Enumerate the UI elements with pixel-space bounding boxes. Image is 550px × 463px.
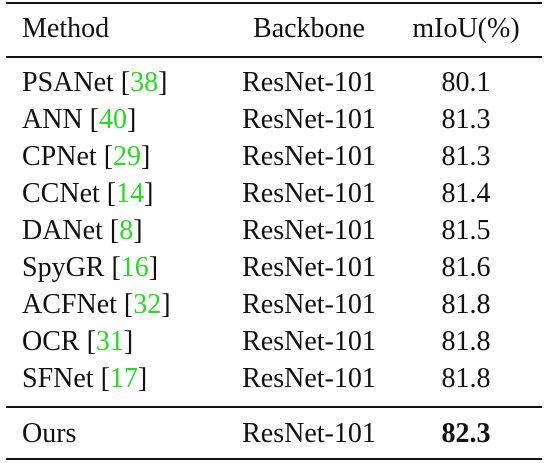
backbone-cell: ResNet-101 [242, 252, 376, 283]
header-miou: mIoU(%) [412, 13, 520, 44]
table-row: ANN [40] ResNet-101 81.3 [6, 102, 542, 138]
backbone-cell: ResNet-101 [242, 67, 376, 98]
miou-cell: 81.3 [441, 141, 491, 172]
table-row: OCR [31] ResNet-101 81.8 [6, 324, 542, 360]
miou-cell: 81.8 [441, 363, 491, 394]
miou-cell: 80.1 [441, 67, 491, 98]
citation-link[interactable]: 38 [130, 67, 159, 98]
citation-link[interactable]: 8 [119, 215, 134, 246]
ours-row: Ours ResNet-101 82.3 [6, 416, 542, 452]
table-bottom-rule [6, 458, 542, 460]
miou-cell: 81.5 [441, 215, 491, 246]
table-row: CPNet [29] ResNet-101 81.3 [6, 139, 542, 175]
table-row: SFNet [17] ResNet-101 81.8 [6, 361, 542, 397]
citation-link[interactable]: 16 [120, 252, 149, 283]
table-header-row: Method Backbone mIoU(%) [6, 11, 542, 47]
table-row: PSANet [38] ResNet-101 80.1 [6, 65, 542, 101]
method-name: OCR [22, 326, 80, 357]
citation-link[interactable]: 29 [113, 141, 142, 172]
ours-separator-rule [6, 406, 542, 408]
header-method: Method [22, 13, 110, 44]
method-name: CCNet [22, 178, 100, 209]
citation-link[interactable]: 31 [95, 326, 124, 357]
backbone-cell: ResNet-101 [242, 141, 376, 172]
method-name: SFNet [22, 363, 94, 394]
citation-link[interactable]: 32 [133, 289, 162, 320]
method-cell: OCR [31] [22, 326, 134, 357]
backbone-cell: ResNet-101 [242, 326, 376, 357]
miou-cell: 81.4 [441, 178, 491, 209]
miou-cell: 81.6 [441, 252, 491, 283]
method-cell: SFNet [17] [22, 363, 148, 394]
table-row: CCNet [14] ResNet-101 81.4 [6, 176, 542, 212]
method-cell: ACFNet [32] [22, 289, 171, 320]
backbone-cell: ResNet-101 [242, 418, 376, 449]
method-cell: ANN [40] [22, 104, 137, 135]
table-row: ACFNet [32] ResNet-101 81.8 [6, 287, 542, 323]
method-cell: DANet [8] [22, 215, 143, 246]
citation-link[interactable]: 14 [116, 178, 145, 209]
miou-best-cell: 82.3 [441, 418, 491, 449]
table-row: SpyGR [16] ResNet-101 81.6 [6, 250, 542, 286]
header-backbone: Backbone [253, 13, 365, 44]
method-name: ACFNet [22, 289, 117, 320]
header-rule [6, 56, 542, 58]
miou-cell: 81.8 [441, 326, 491, 357]
method-cell: PSANet [38] [22, 67, 168, 98]
method-cell: CCNet [14] [22, 178, 154, 209]
miou-cell: 81.3 [441, 104, 491, 135]
method-name: SpyGR [22, 252, 105, 283]
backbone-cell: ResNet-101 [242, 363, 376, 394]
backbone-cell: ResNet-101 [242, 104, 376, 135]
method-cell: SpyGR [16] [22, 252, 159, 283]
method-name: Ours [22, 418, 77, 449]
table-top-rule [6, 2, 542, 4]
citation-link[interactable]: 40 [99, 104, 127, 135]
citation-link[interactable]: 17 [109, 363, 138, 394]
method-name: PSANet [22, 67, 114, 98]
method-cell: CPNet [29] [22, 141, 151, 172]
miou-cell: 81.8 [441, 289, 491, 320]
backbone-cell: ResNet-101 [242, 289, 376, 320]
backbone-cell: ResNet-101 [242, 215, 376, 246]
method-name: ANN [22, 104, 83, 135]
table-row: DANet [8] ResNet-101 81.5 [6, 213, 542, 249]
method-name: DANet [22, 215, 103, 246]
method-name: CPNet [22, 141, 97, 172]
backbone-cell: ResNet-101 [242, 178, 376, 209]
